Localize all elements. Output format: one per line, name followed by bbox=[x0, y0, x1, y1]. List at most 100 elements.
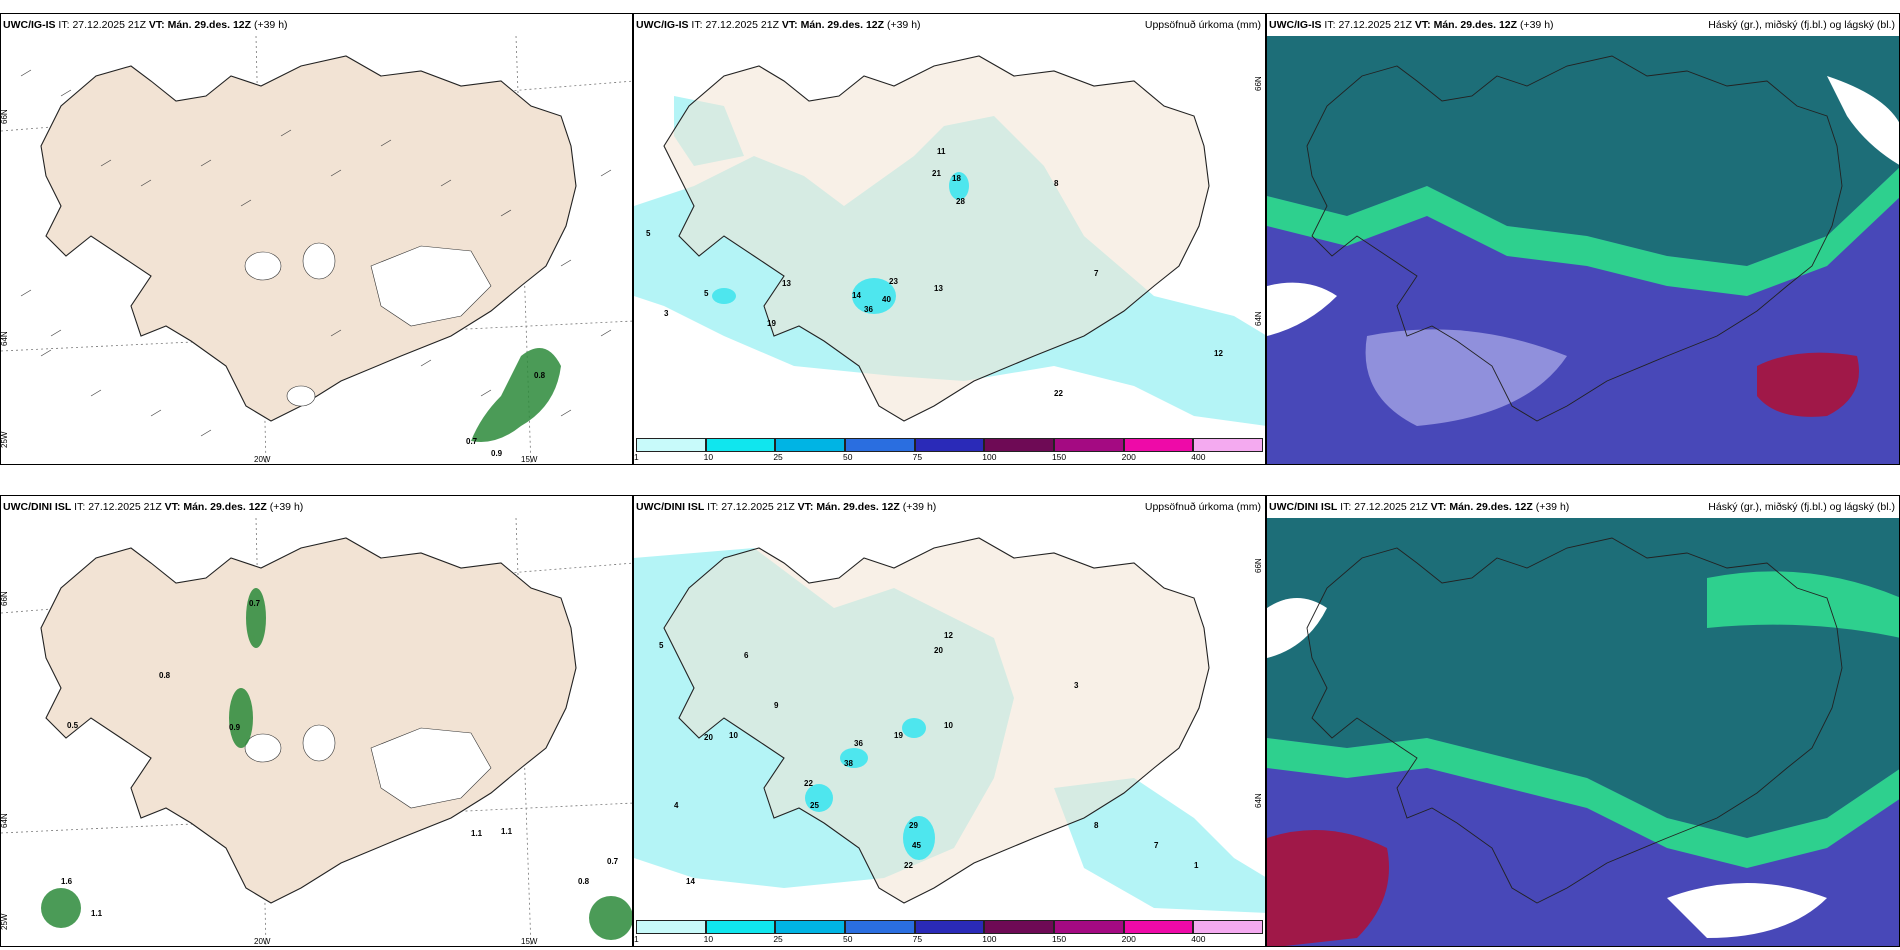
wind-map: 0.8 0.7 0.9 20W 15W 66N 64N 25W bbox=[1, 36, 632, 464]
svg-text:3: 3 bbox=[1074, 681, 1079, 690]
svg-text:11: 11 bbox=[937, 147, 946, 156]
cloud-map-title: Háský (gr.), miðský (fj.bl.) og lágský (… bbox=[1708, 501, 1895, 513]
svg-text:0.5: 0.5 bbox=[67, 721, 79, 730]
precip-numbers: 20 10 22 25 36 19 38 29 45 22 14 12 20 1… bbox=[659, 631, 1199, 886]
cloud-white bbox=[1827, 76, 1899, 165]
colorbar-cell bbox=[705, 920, 776, 934]
svg-text:12: 12 bbox=[944, 631, 953, 640]
svg-text:0.8: 0.8 bbox=[159, 671, 171, 680]
panel-title: UWC/DINI ISL IT: 27.12.2025 21Z VT: Mán.… bbox=[3, 501, 304, 513]
colorbar-tick: 100 bbox=[982, 452, 997, 462]
colorbar-cell bbox=[636, 438, 706, 452]
svg-text:5: 5 bbox=[659, 641, 664, 650]
precip-mid-spots bbox=[805, 718, 935, 860]
svg-text:5: 5 bbox=[646, 229, 651, 238]
colorbar-tick: 75 bbox=[912, 934, 923, 944]
svg-text:8: 8 bbox=[1094, 821, 1099, 830]
svg-text:3: 3 bbox=[664, 309, 669, 318]
svg-text:21: 21 bbox=[932, 169, 941, 178]
precip-map: 20 10 22 25 36 19 38 29 45 22 14 12 20 1… bbox=[634, 518, 1265, 918]
iceland-land bbox=[663, 537, 1210, 904]
wind-label: 0.9 bbox=[491, 449, 503, 458]
colorbar-cell bbox=[984, 438, 1054, 452]
svg-text:0.7: 0.7 bbox=[249, 599, 261, 608]
svg-text:1: 1 bbox=[1194, 861, 1199, 870]
svg-text:12: 12 bbox=[1214, 349, 1223, 358]
svg-text:15W: 15W bbox=[521, 937, 538, 946]
colorbar-cell bbox=[1123, 920, 1194, 934]
svg-text:13: 13 bbox=[782, 279, 791, 288]
iceland-land bbox=[663, 55, 1210, 422]
svg-text:22: 22 bbox=[1054, 389, 1063, 398]
colorbar-cell bbox=[914, 920, 985, 934]
cloud-white bbox=[1667, 883, 1827, 938]
svg-text:22: 22 bbox=[804, 779, 813, 788]
colorbar-tick: 25 bbox=[773, 452, 783, 462]
colorbar-tick: 50 bbox=[842, 452, 853, 462]
cloud-green-band bbox=[1707, 571, 1899, 638]
iceland-outline bbox=[1306, 537, 1843, 904]
precip-map: 14 23 36 40 13 19 13 28 18 21 11 5 2 12 … bbox=[634, 36, 1265, 436]
svg-text:28: 28 bbox=[956, 197, 965, 206]
colorbar-tick: 10 bbox=[703, 452, 714, 462]
svg-text:10: 10 bbox=[944, 721, 953, 730]
lat-label: 64N bbox=[1254, 311, 1263, 326]
svg-text:1.6: 1.6 bbox=[61, 877, 73, 886]
svg-text:36: 36 bbox=[854, 739, 863, 748]
cloud-high bbox=[1267, 36, 1899, 266]
svg-text:20: 20 bbox=[934, 646, 943, 655]
colorbar-cell bbox=[775, 920, 845, 934]
colorbar-tick: 150 bbox=[1051, 934, 1067, 944]
colorbar-cell bbox=[1053, 438, 1124, 452]
cloud-map bbox=[1267, 518, 1899, 946]
colorbar-tick: 1 bbox=[634, 934, 639, 944]
cloud-red-area bbox=[1267, 830, 1389, 946]
svg-text:18: 18 bbox=[952, 174, 961, 183]
svg-text:1.1: 1.1 bbox=[501, 827, 513, 836]
colorbar-cell bbox=[1193, 438, 1263, 452]
precip-map-title: Uppsöfnuð úrkoma (mm) bbox=[1144, 501, 1261, 513]
svg-text:40: 40 bbox=[882, 295, 891, 304]
svg-text:25W: 25W bbox=[1, 913, 9, 930]
cloud-map-panel-bottom: UWC/DINI ISL IT: 27.12.2025 21Z VT: Mán.… bbox=[1266, 495, 1900, 947]
svg-text:10: 10 bbox=[729, 731, 738, 740]
colorbar-tick: 100 bbox=[982, 934, 997, 944]
lat-label: 66N bbox=[1, 109, 9, 124]
cloud-map-title: Háský (gr.), miðský (fj.bl.) og lágský (… bbox=[1708, 19, 1895, 31]
colorbar-tick: 400 bbox=[1191, 934, 1206, 944]
wind-label: 0.8 bbox=[534, 371, 546, 380]
lon-label: 15W bbox=[521, 455, 538, 464]
svg-text:1.1: 1.1 bbox=[471, 829, 483, 838]
glaciers bbox=[244, 242, 492, 407]
svg-text:9: 9 bbox=[774, 701, 779, 710]
svg-text:64N: 64N bbox=[1, 813, 9, 828]
colorbar-tick: 10 bbox=[703, 934, 714, 944]
cloud-white bbox=[1267, 282, 1337, 336]
precip-map-panel-top: UWC/IG-IS IT: 27.12.2025 21Z VT: Mán. 29… bbox=[633, 13, 1266, 465]
wind-map-panel-bottom: UWC/DINI ISL IT: 27.12.2025 21Z VT: Mán.… bbox=[0, 495, 633, 947]
svg-text:4: 4 bbox=[674, 801, 679, 810]
precip-map-title: Uppsöfnuð úrkoma (mm) bbox=[1144, 19, 1261, 31]
panel-title: UWC/DINI ISL IT: 27.12.2025 21Z VT: Mán.… bbox=[1269, 501, 1570, 513]
svg-text:1.1: 1.1 bbox=[91, 909, 103, 918]
svg-text:6: 6 bbox=[744, 651, 749, 660]
svg-text:45: 45 bbox=[912, 841, 921, 850]
panel-title: UWC/IG-IS IT: 27.12.2025 21Z VT: Mán. 29… bbox=[3, 19, 288, 31]
svg-text:8: 8 bbox=[1054, 179, 1059, 188]
colorbar-cell bbox=[1053, 920, 1124, 934]
wind-map: 0.7 0.8 0.5 0.9 1.1 1.1 0.8 0.7 1.6 1.1 … bbox=[1, 518, 632, 946]
svg-text:14: 14 bbox=[686, 877, 695, 886]
colorbar-tick: 400 bbox=[1191, 452, 1206, 462]
panel-title: UWC/IG-IS IT: 27.12.2025 21Z VT: Mán. 29… bbox=[1269, 19, 1554, 31]
cloud-white bbox=[1267, 598, 1327, 658]
svg-text:36: 36 bbox=[864, 305, 873, 314]
iceland-land bbox=[40, 537, 577, 904]
precip-map-panel-bottom: UWC/DINI ISL IT: 27.12.2025 21Z VT: Mán.… bbox=[633, 495, 1266, 947]
svg-text:20W: 20W bbox=[254, 937, 271, 946]
svg-text:7: 7 bbox=[1154, 841, 1159, 850]
colorbar-tick: 150 bbox=[1051, 452, 1067, 462]
precip-colorbar: 1 10 25 50 75 100 150 200 400 bbox=[634, 438, 1263, 462]
svg-text:19: 19 bbox=[767, 319, 776, 328]
lon-label: 20W bbox=[254, 455, 271, 464]
panel-title: UWC/DINI ISL IT: 27.12.2025 21Z VT: Mán.… bbox=[636, 501, 937, 513]
